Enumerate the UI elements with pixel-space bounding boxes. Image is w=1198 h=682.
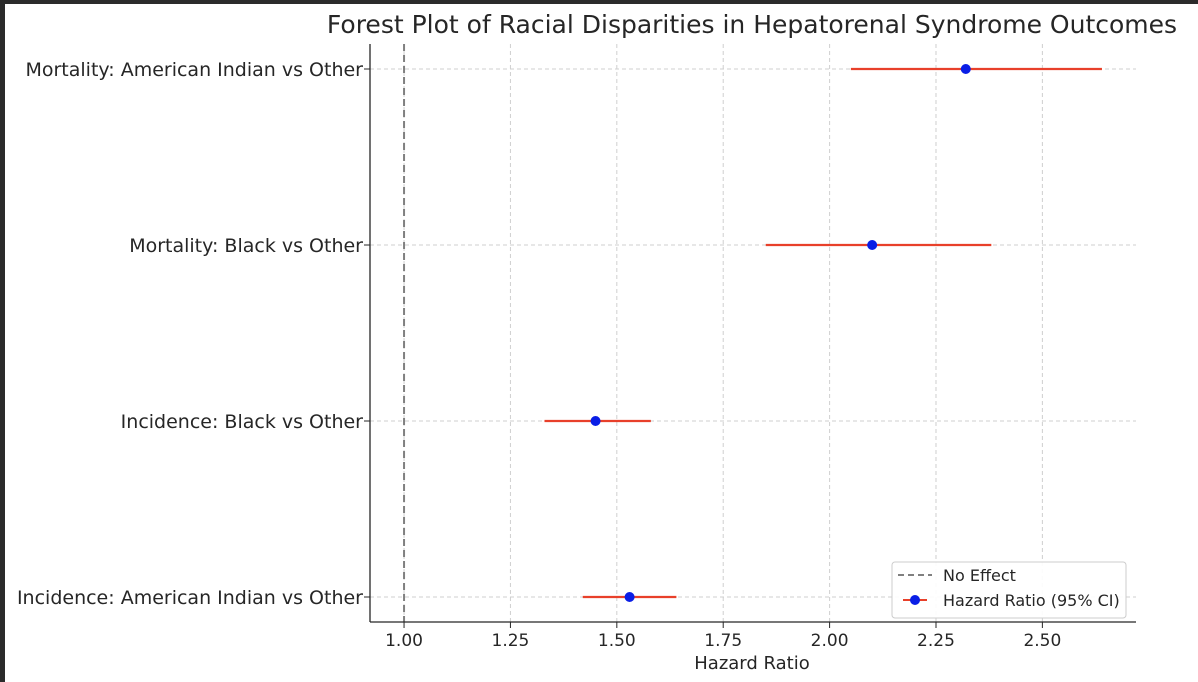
legend-box (891, 561, 1127, 619)
x-tick-label: 2.50 (1023, 631, 1061, 651)
grid-lines (370, 44, 1136, 622)
y-tick-label: Incidence: Black vs Other (121, 411, 364, 433)
hazard-ratio-point (960, 64, 971, 74)
x-tick-labels: 1.00 1.25 1.50 1.75 2.00 2.25 2.50 (385, 631, 1061, 651)
confidence-intervals (544, 67, 1102, 599)
x-tick-label: 1.25 (492, 631, 530, 651)
y-tick-label: Mortality: American Indian vs Other (25, 59, 363, 81)
x-tick-label: 2.25 (917, 631, 955, 651)
legend-hr-label: Hazard Ratio (95% CI) (943, 591, 1120, 610)
hazard-ratio-points (590, 64, 971, 602)
y-tick-labels: Mortality: American Indian vs Other Morta… (17, 59, 363, 609)
axes (364, 44, 1136, 628)
legend-no-effect-label: No Effect (943, 566, 1016, 585)
x-tick-label: 1.00 (385, 631, 423, 651)
legend-hr-swatch-point (910, 595, 920, 605)
legend: No Effect Hazard Ratio (95% CI) (891, 561, 1127, 619)
y-tick-label: Incidence: American Indian vs Other (17, 587, 363, 609)
x-tick-label: 2.00 (811, 631, 849, 651)
y-tick-label: Mortality: Black vs Other (129, 235, 363, 257)
x-tick-label: 1.50 (598, 631, 636, 651)
hazard-ratio-point (590, 416, 601, 426)
x-tick-label: 1.75 (704, 631, 742, 651)
hazard-ratio-point (867, 240, 878, 250)
chart-title: Forest Plot of Racial Disparities in Hep… (327, 10, 1177, 39)
x-axis-label: Hazard Ratio (694, 653, 810, 674)
hazard-ratio-point (624, 592, 635, 602)
